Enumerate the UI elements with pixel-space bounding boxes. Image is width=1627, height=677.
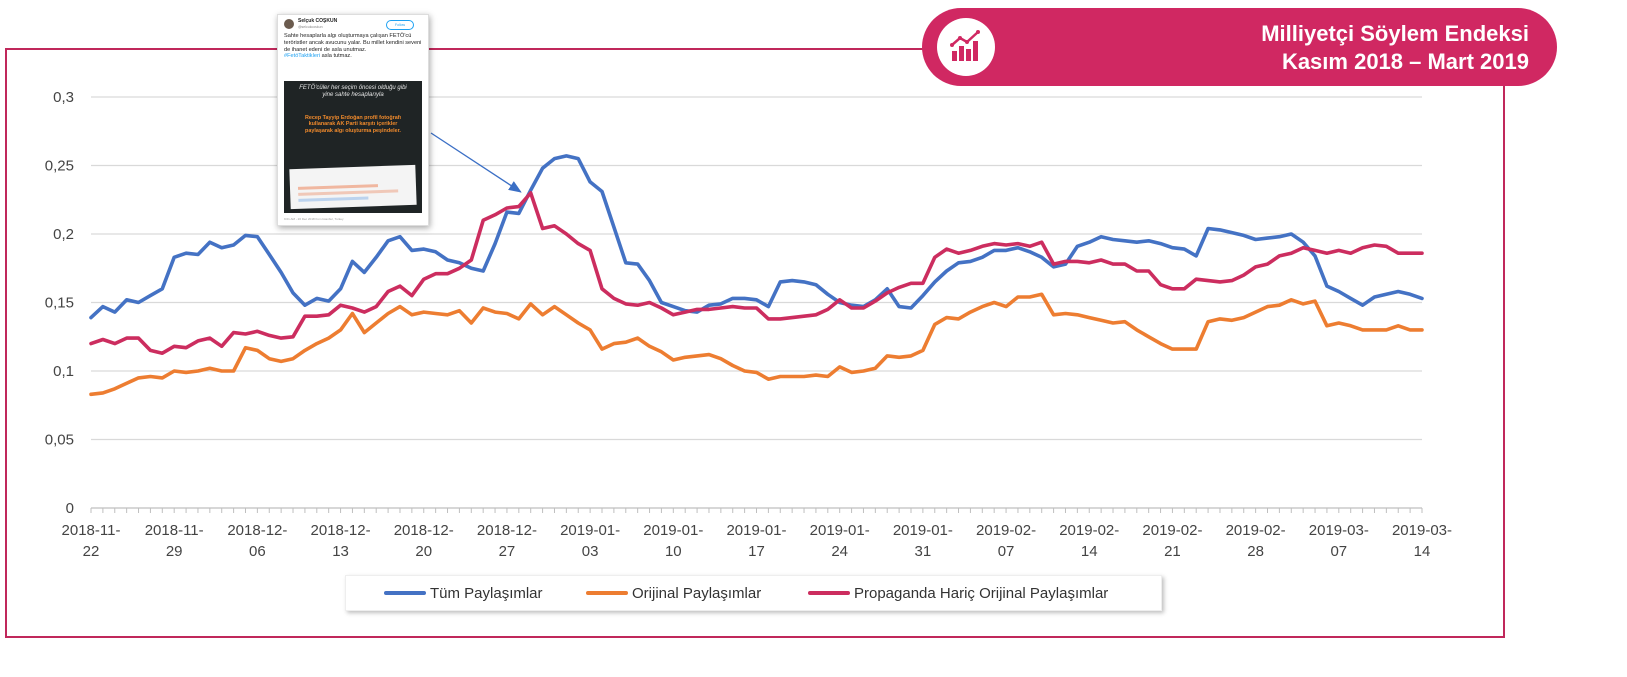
- x-tick-label: 2019-03-14: [1392, 522, 1452, 560]
- annotation-arrow-line: [430, 132, 522, 193]
- x-tick-label: 2019-01-24: [810, 522, 870, 560]
- card-line: [298, 189, 399, 196]
- x-tick-label: 2019-02-07: [976, 522, 1036, 560]
- legend-label-orijinal: Orijinal Paylaşımlar: [632, 584, 762, 602]
- tweet-embedded-card: [289, 164, 417, 210]
- tweet-text: Sahte hesaplarla algı oluşturmaya çalışa…: [284, 33, 422, 60]
- title-line-2: Kasım 2018 – Mart 2019: [1281, 49, 1529, 74]
- axes: 0 0,05 0,1 0,15 0,2 0,25 0,3 2018-11-22 2018-11-…: [45, 89, 1452, 560]
- avatar: [284, 19, 294, 29]
- title-line-1: Milliyetçi Söylem Endeksi: [1261, 21, 1529, 46]
- x-tick-label: 2018-11-22: [62, 522, 121, 560]
- y-tick-label: 0,05: [45, 432, 74, 449]
- chart-legend: Tüm Paylaşımlar Orijinal Paylaşımlar Pro…: [345, 575, 1162, 611]
- y-tick-label: 0,2: [53, 226, 74, 243]
- chart-frame: [5, 48, 1505, 638]
- tweet-image: FETÖ'cüler her seçim öncesi olduğu gibi …: [284, 81, 422, 213]
- series-line-1: [89, 292, 1424, 397]
- x-tick-label: 2019-01-31: [893, 522, 953, 560]
- y-tick-label: 0,3: [53, 89, 74, 106]
- series-line-0: [89, 154, 1424, 320]
- chart-trend-icon: [937, 18, 995, 76]
- page-title: Milliyetçi Söylem Endeksi Kasım 2018 – M…: [1261, 20, 1529, 76]
- legend-swatch-tum: [384, 591, 426, 595]
- tweet-body-end: asla tutmaz.: [321, 53, 352, 60]
- tweet-body: Sahte hesaplarla algı oluşturmaya çalışa…: [284, 33, 422, 53]
- follow-button: Follow: [386, 20, 414, 30]
- x-tick-label: 2018-12-27: [477, 522, 537, 560]
- legend-item-tum: Tüm Paylaşımlar: [384, 576, 543, 610]
- legend-swatch-propaganda-haric: [808, 591, 850, 595]
- x-tick-label: 2019-02-28: [1226, 522, 1286, 560]
- x-tick-label: 2019-02-14: [1059, 522, 1119, 560]
- x-tick-label: 2018-12-06: [227, 522, 287, 560]
- header-badge: Milliyetçi Söylem Endeksi Kasım 2018 – M…: [922, 8, 1557, 86]
- x-tick-label: 2018-12-13: [311, 522, 371, 560]
- x-tick-label: 2019-03-07: [1309, 522, 1369, 560]
- legend-item-orijinal: Orijinal Paylaşımlar: [586, 576, 761, 610]
- tweet-screenshot: Selçuk COŞKUN @selcukcoskun Follow Sahte…: [277, 14, 429, 226]
- x-tick-label: 2019-02-21: [1142, 522, 1202, 560]
- annotation-arrow: [430, 132, 522, 193]
- legend-item-propaganda-haric: Propaganda Hariç Orijinal Paylaşımlar: [808, 576, 1108, 610]
- y-tick-label: 0,1: [53, 363, 74, 380]
- tweet-hashtag: #FetöTaktikleri: [284, 53, 321, 60]
- tweet-image-text: FETÖ'cüler her seçim öncesi olduğu gibi …: [299, 85, 407, 98]
- legend-label-tum: Tüm Paylaşımlar: [430, 584, 543, 602]
- y-tick-label: 0,15: [45, 295, 74, 312]
- series-lines: [89, 154, 1424, 397]
- y-tick-label: 0: [66, 500, 74, 517]
- x-tick-label: 2019-01-17: [726, 522, 786, 560]
- x-tick-label: 2019-01-10: [643, 522, 703, 560]
- card-line: [298, 196, 369, 202]
- legend-label-propaganda-haric: Propaganda Hariç Orijinal Paylaşımlar: [854, 584, 1109, 602]
- tweet-footer: 9:01 AM - 26 Dec 2018 from Istanbul, Tur…: [284, 217, 344, 221]
- legend-swatch-orijinal: [586, 591, 628, 595]
- tweet-user-name: Selçuk COŞKUN: [298, 18, 338, 24]
- tweet-image-highlight: Recep Tayyip Erdoğan profil fotoğrafı ku…: [304, 115, 402, 134]
- y-tick-label: 0,25: [45, 158, 74, 175]
- series-line-2: [89, 191, 1424, 356]
- card-line: [297, 184, 379, 190]
- x-tick-label: 2018-11-29: [145, 522, 204, 560]
- x-tick-label: 2018-12-20: [394, 522, 454, 560]
- tweet-handle: @selcukcoskun: [298, 25, 323, 29]
- x-tick-label: 2019-01-03: [560, 522, 620, 560]
